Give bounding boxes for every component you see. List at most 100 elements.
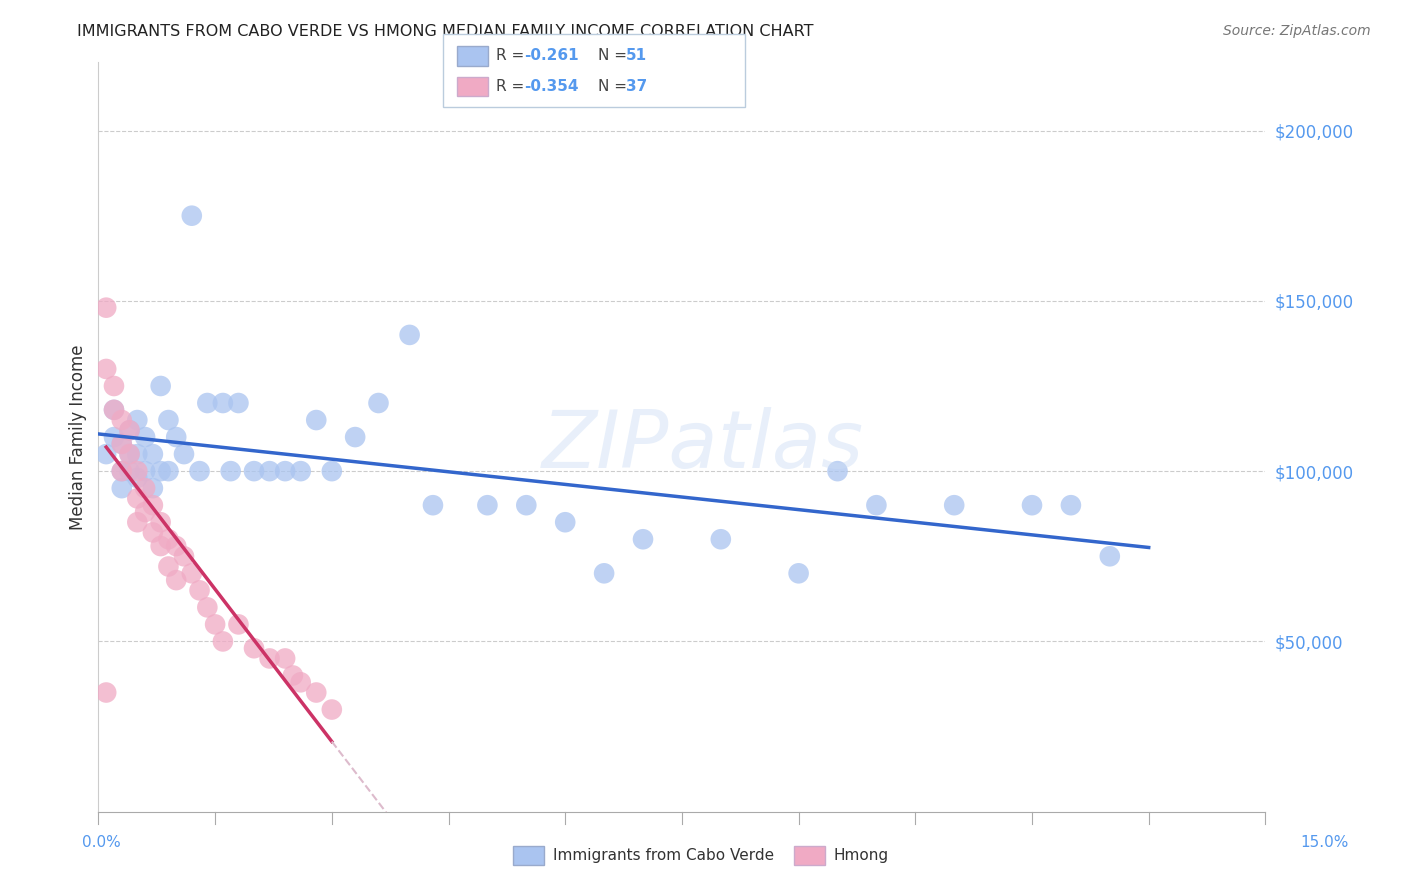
Text: 51: 51	[626, 48, 647, 63]
Point	[195, 600, 218, 615]
Point	[127, 464, 149, 478]
Point	[157, 559, 180, 574]
Point	[180, 566, 202, 581]
Point	[127, 491, 149, 506]
Point	[1060, 498, 1083, 512]
Point	[228, 396, 250, 410]
Text: R =: R =	[496, 48, 530, 63]
Point	[219, 464, 242, 478]
Text: 15.0%: 15.0%	[1301, 836, 1348, 850]
Point	[111, 464, 134, 478]
Point	[142, 447, 165, 461]
Point	[515, 498, 537, 512]
Point	[477, 498, 499, 512]
Point	[173, 447, 195, 461]
Point	[111, 464, 134, 478]
Point	[127, 515, 149, 529]
Text: ZIPatlas: ZIPatlas	[541, 407, 865, 485]
Point	[149, 515, 172, 529]
Point	[631, 533, 654, 547]
Point	[710, 533, 733, 547]
Text: 37: 37	[626, 79, 647, 94]
Point	[96, 301, 118, 315]
Point	[103, 379, 125, 393]
Point	[243, 641, 266, 656]
Point	[118, 423, 141, 437]
Point	[865, 498, 887, 512]
Point	[134, 481, 156, 495]
Point	[1021, 498, 1043, 512]
Text: Immigrants from Cabo Verde: Immigrants from Cabo Verde	[553, 848, 773, 863]
Point	[149, 379, 172, 393]
Point	[787, 566, 810, 581]
Point	[398, 327, 420, 342]
Point	[290, 464, 312, 478]
Point	[134, 505, 156, 519]
Point	[127, 447, 149, 461]
Point	[305, 413, 328, 427]
Point	[212, 396, 235, 410]
Point	[157, 533, 180, 547]
Point	[118, 464, 141, 478]
Y-axis label: Median Family Income: Median Family Income	[69, 344, 87, 530]
Text: -0.261: -0.261	[524, 48, 579, 63]
Point	[1098, 549, 1121, 564]
Point	[554, 515, 576, 529]
Point	[212, 634, 235, 648]
Point	[188, 464, 211, 478]
Point	[274, 651, 297, 665]
Point	[321, 464, 343, 478]
Point	[118, 447, 141, 461]
Point	[204, 617, 226, 632]
Point	[111, 413, 134, 427]
Point	[321, 702, 343, 716]
Point	[422, 498, 444, 512]
Point	[96, 447, 118, 461]
Point	[118, 447, 141, 461]
Text: 0.0%: 0.0%	[82, 836, 121, 850]
Point	[111, 437, 134, 451]
Point	[134, 464, 156, 478]
Point	[180, 209, 202, 223]
Point	[188, 583, 211, 598]
Point	[149, 464, 172, 478]
Point	[142, 481, 165, 495]
Point	[142, 525, 165, 540]
Point	[103, 402, 125, 417]
Point	[281, 668, 304, 682]
Text: R =: R =	[496, 79, 530, 94]
Point	[96, 362, 118, 376]
Point	[165, 430, 187, 444]
Point	[111, 437, 134, 451]
Point	[305, 685, 328, 699]
Point	[142, 498, 165, 512]
Point	[344, 430, 367, 444]
Point	[593, 566, 616, 581]
Point	[195, 396, 218, 410]
Point	[259, 651, 281, 665]
Text: -0.354: -0.354	[524, 79, 579, 94]
Point	[827, 464, 849, 478]
Text: N =: N =	[598, 79, 631, 94]
Text: Hmong: Hmong	[834, 848, 889, 863]
Point	[259, 464, 281, 478]
Point	[103, 430, 125, 444]
Point	[173, 549, 195, 564]
Point	[290, 675, 312, 690]
Point	[274, 464, 297, 478]
Point	[165, 573, 187, 587]
Point	[943, 498, 966, 512]
Text: IMMIGRANTS FROM CABO VERDE VS HMONG MEDIAN FAMILY INCOME CORRELATION CHART: IMMIGRANTS FROM CABO VERDE VS HMONG MEDI…	[77, 24, 814, 38]
Point	[367, 396, 389, 410]
Point	[157, 464, 180, 478]
Point	[228, 617, 250, 632]
Point	[127, 471, 149, 485]
Point	[149, 539, 172, 553]
Point	[134, 430, 156, 444]
Point	[165, 539, 187, 553]
Point	[127, 413, 149, 427]
Point	[157, 413, 180, 427]
Point	[243, 464, 266, 478]
Point	[118, 423, 141, 437]
Point	[96, 685, 118, 699]
